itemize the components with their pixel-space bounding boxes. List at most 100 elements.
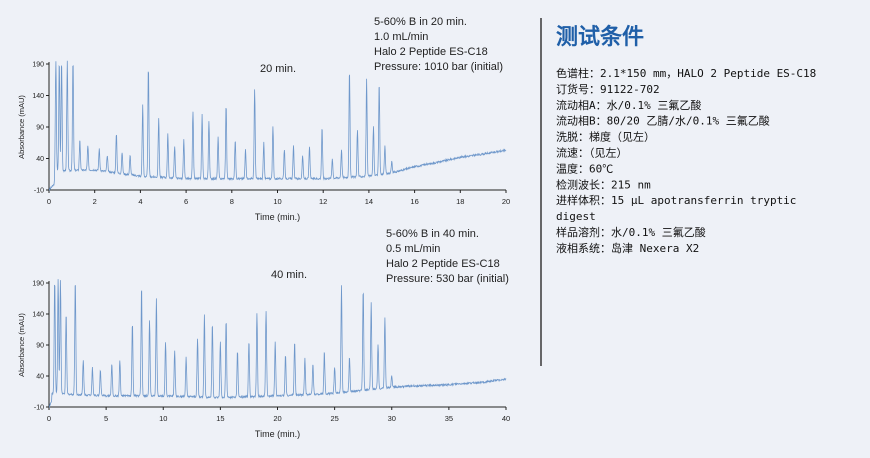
peak-point bbox=[75, 279, 76, 280]
x-tick-label: 10 bbox=[159, 414, 167, 423]
run-condition-line: 0.5 mL/min bbox=[386, 243, 440, 255]
peak-point bbox=[72, 60, 73, 61]
peak-point bbox=[379, 82, 380, 83]
peak-point bbox=[55, 60, 56, 61]
condition-line: 进样体积：15 μL apotransferrin tryptic bbox=[556, 193, 796, 207]
peak-point bbox=[377, 344, 378, 345]
peak-point bbox=[83, 360, 84, 361]
peak-point bbox=[158, 117, 159, 118]
peak-point bbox=[54, 279, 55, 280]
condition-line: digest bbox=[556, 210, 596, 223]
peak-point bbox=[225, 320, 226, 321]
peak-point bbox=[142, 104, 143, 105]
peak-point bbox=[217, 136, 218, 137]
peak-point bbox=[149, 320, 150, 321]
condition-line: 色谱柱：2.1*150 mm，HALO 2 Peptide ES-C18 bbox=[556, 66, 816, 80]
conditions-list: 色谱柱：2.1*150 mm，HALO 2 Peptide ES-C18 订货号：… bbox=[556, 66, 816, 255]
condition-line: 订货号：91122-702 bbox=[556, 82, 660, 96]
peak-point bbox=[332, 158, 333, 159]
x-tick-label: 2 bbox=[93, 197, 97, 206]
peak-point bbox=[256, 313, 257, 314]
peak-point bbox=[208, 120, 209, 121]
x-tick-label: 30 bbox=[388, 414, 396, 423]
peak-point bbox=[99, 148, 100, 149]
peak-point bbox=[285, 354, 286, 355]
y-tick-label: -10 bbox=[34, 188, 44, 195]
peak-point bbox=[174, 351, 175, 352]
peak-point bbox=[132, 323, 133, 324]
peak-point bbox=[66, 313, 67, 314]
run-condition-line: 5-60% B in 20 min. bbox=[374, 16, 467, 28]
chromatogram-20min: 0 2 4 6 8 10 12 14 16 18 20 -10 40 90 140 190 Time (min.… bbox=[17, 16, 510, 222]
peak-point bbox=[212, 323, 213, 324]
peak-point bbox=[156, 298, 157, 299]
peak-point bbox=[237, 351, 238, 352]
peak-point bbox=[116, 133, 117, 134]
x-axis-label: Time (min.) bbox=[255, 212, 300, 222]
x-tick-label: 20 bbox=[502, 197, 510, 206]
peak-point bbox=[59, 60, 60, 61]
peak-point bbox=[174, 145, 175, 146]
run-condition-line: 5-60% B in 40 min. bbox=[386, 228, 479, 240]
condition-line: 样品溶剂：水/0.1% 三氟乙酸 bbox=[556, 225, 706, 239]
peak-point bbox=[384, 145, 385, 146]
peak-point bbox=[384, 317, 385, 318]
peak-point bbox=[294, 341, 295, 342]
x-tick-label: 0 bbox=[47, 197, 51, 206]
peak-point bbox=[148, 67, 149, 68]
x-tick-label: 12 bbox=[319, 197, 327, 206]
peak-point bbox=[263, 142, 264, 143]
peak-point bbox=[201, 114, 202, 115]
y-tick-label: 40 bbox=[36, 374, 44, 381]
peak-point bbox=[357, 130, 358, 131]
x-tick-label: 4 bbox=[138, 197, 142, 206]
peak-point bbox=[349, 357, 350, 358]
x-tick-label: 40 bbox=[502, 414, 510, 423]
x-tick-label: 0 bbox=[47, 414, 51, 423]
peak-point bbox=[363, 289, 364, 290]
chromatogram-40min: 0 5 10 15 20 25 30 35 40 -10 40 90 140 190 Time (min.)… bbox=[17, 228, 510, 439]
y-tick-label: 190 bbox=[32, 62, 44, 69]
peak-point bbox=[304, 357, 305, 358]
peak-point bbox=[371, 301, 372, 302]
condition-line: 液相系统：岛津 Nexera X2 bbox=[556, 241, 699, 255]
peak-point bbox=[391, 161, 392, 162]
condition-line: 流速：（见左） bbox=[556, 146, 628, 160]
peak-point bbox=[58, 279, 59, 280]
x-tick-label: 8 bbox=[230, 197, 234, 206]
peak-point bbox=[341, 286, 342, 287]
x-tick-label: 15 bbox=[216, 414, 224, 423]
x-tick-label: 6 bbox=[184, 197, 188, 206]
peak-point bbox=[349, 70, 350, 71]
peak-point bbox=[111, 363, 112, 364]
peak-point bbox=[272, 126, 273, 127]
peak-point bbox=[341, 148, 342, 149]
peak-point bbox=[183, 139, 184, 140]
peak-point bbox=[309, 145, 310, 146]
peak-point bbox=[265, 310, 266, 311]
peak-point bbox=[67, 60, 68, 61]
peak-point bbox=[373, 126, 374, 127]
peak-point bbox=[186, 357, 187, 358]
peak-point bbox=[312, 363, 313, 364]
peak-point bbox=[92, 366, 93, 367]
y-tick-label: 140 bbox=[32, 93, 44, 100]
peak-point bbox=[87, 145, 88, 146]
peak-point bbox=[61, 60, 62, 61]
y-tick-label: -10 bbox=[34, 405, 44, 412]
duration-label: 40 min. bbox=[271, 269, 307, 281]
peak-point bbox=[275, 341, 276, 342]
duration-label: 20 min. bbox=[260, 63, 296, 75]
peak-point bbox=[165, 341, 166, 342]
peak-point bbox=[324, 351, 325, 352]
peak-point bbox=[334, 366, 335, 367]
chromatogram-trace bbox=[48, 279, 507, 408]
peak-point bbox=[254, 89, 255, 90]
y-tick-label: 90 bbox=[36, 125, 44, 132]
peak-point bbox=[204, 313, 205, 314]
x-tick-label: 25 bbox=[330, 414, 338, 423]
y-tick-label: 190 bbox=[32, 281, 44, 288]
x-axis-label: Time (min.) bbox=[255, 429, 300, 439]
peak-point bbox=[225, 104, 226, 105]
